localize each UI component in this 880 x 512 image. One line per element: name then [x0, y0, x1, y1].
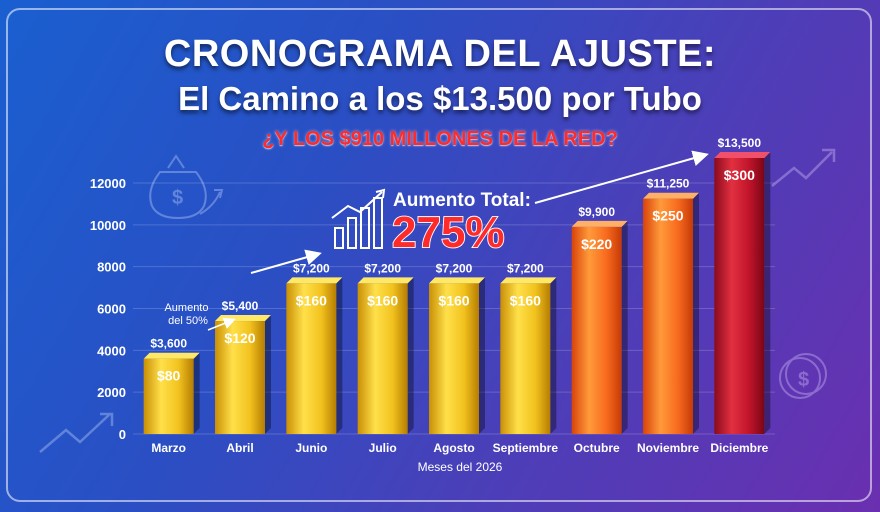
bar-top — [643, 192, 699, 199]
bar-value-label: $11,250 — [647, 177, 690, 191]
bar-top — [143, 352, 200, 359]
bar-value-label: $3,600 — [150, 337, 187, 351]
bar-value-label: $7,200 — [507, 261, 544, 275]
bar-top — [286, 277, 343, 284]
coin-icon: $ — [779, 353, 827, 399]
bar-side — [407, 277, 414, 434]
y-tick-label: 2000 — [97, 385, 126, 400]
chart-title-line1: CRONOGRAMA DEL AJUSTE: — [163, 33, 717, 75]
bar-side — [550, 277, 557, 434]
x-tick-label: Julio — [369, 441, 397, 455]
bar-value-label: $5,400 — [222, 299, 259, 313]
chart-frame — [6, 8, 872, 502]
bar-inner-label: $220 — [581, 236, 612, 252]
bar — [215, 321, 265, 434]
bar-top — [714, 152, 771, 158]
bar-side — [621, 220, 628, 434]
x-tick-label: Junio — [295, 441, 327, 455]
x-axis-title: Meses del 2026 — [418, 460, 503, 474]
progress-arrow — [250, 249, 322, 274]
bar — [357, 283, 408, 434]
bar-top — [357, 277, 414, 284]
bar — [286, 283, 337, 434]
bar-inner-label: $160 — [296, 292, 327, 308]
trend-arrow-icon — [771, 148, 836, 187]
bar-inner-label: $250 — [652, 208, 683, 224]
x-tick-label: Septiembre — [493, 441, 559, 455]
bar-value-label: $7,200 — [364, 261, 401, 275]
bar — [143, 358, 194, 434]
money-bag-icon: $ — [149, 154, 224, 220]
bar-inner-label: $160 — [367, 292, 398, 308]
bars: $3,600 $80 $5,400 $120 $7,200 $160 $7,200 $160 $… — [143, 136, 771, 434]
bar-value-label: $13,500 — [718, 136, 762, 150]
y-tick-label: 0 — [119, 427, 126, 442]
chart-subtitle: ¿Y LOS $910 MILLONES DE LA RED? — [262, 128, 618, 150]
bar-value-label: $9,900 — [578, 205, 615, 219]
x-tick-label: Marzo — [151, 441, 186, 455]
bar-chart-icon — [331, 188, 386, 249]
bar — [429, 283, 479, 434]
bar-side — [193, 352, 200, 434]
bar-inner-label: $160 — [510, 292, 541, 308]
x-tick-label: Abril — [226, 441, 253, 455]
x-tick-label: Octubre — [574, 441, 620, 455]
bar-value-label: $7,200 — [436, 261, 473, 275]
bar — [643, 198, 693, 434]
increase-arrow — [207, 317, 236, 331]
bar — [571, 226, 622, 434]
bar-inner-label: $80 — [157, 368, 181, 384]
svg-text:$: $ — [798, 369, 809, 391]
bar-inner-label: $120 — [224, 330, 255, 346]
bar-inner-label: $300 — [724, 167, 755, 183]
y-axis: 0 2000 4000 6000 8000 10000 12000 — [90, 176, 126, 442]
bar-top — [429, 277, 485, 284]
bar-top — [215, 315, 271, 322]
total-increase-label: Aumento Total: — [393, 190, 531, 211]
svg-text:$: $ — [172, 187, 183, 209]
x-tick-label: Diciembre — [710, 441, 768, 455]
bar — [500, 283, 551, 434]
y-tick-label: 8000 — [97, 260, 126, 275]
bar-value-label: $7,200 — [293, 261, 330, 275]
bar — [714, 158, 765, 434]
chart-title-line2: El Camino a los $13.500 por Tubo — [178, 80, 702, 117]
bar-top — [500, 277, 557, 284]
x-axis: Marzo Abril Junio Julio Agosto Septiembre Octu… — [151, 441, 768, 455]
trend-arrow-icon — [39, 412, 114, 453]
y-tick-label: 10000 — [90, 218, 126, 233]
bar-side — [764, 152, 771, 434]
bar-top — [571, 220, 628, 227]
increase-annotation: Aumento del 50% — [164, 302, 211, 327]
y-tick-label: 6000 — [97, 302, 126, 317]
bar-side — [265, 315, 271, 434]
y-tick-label: 12000 — [90, 176, 126, 191]
bar-side — [479, 277, 485, 434]
x-tick-label: Noviembre — [637, 441, 699, 455]
bar-side — [693, 192, 699, 434]
bar-side — [336, 277, 343, 434]
progress-arrow — [534, 150, 709, 204]
total-increase-value: 275% — [392, 208, 505, 257]
x-tick-label: Agosto — [433, 441, 474, 455]
y-tick-label: 4000 — [97, 343, 126, 358]
bar-inner-label: $160 — [438, 292, 469, 308]
